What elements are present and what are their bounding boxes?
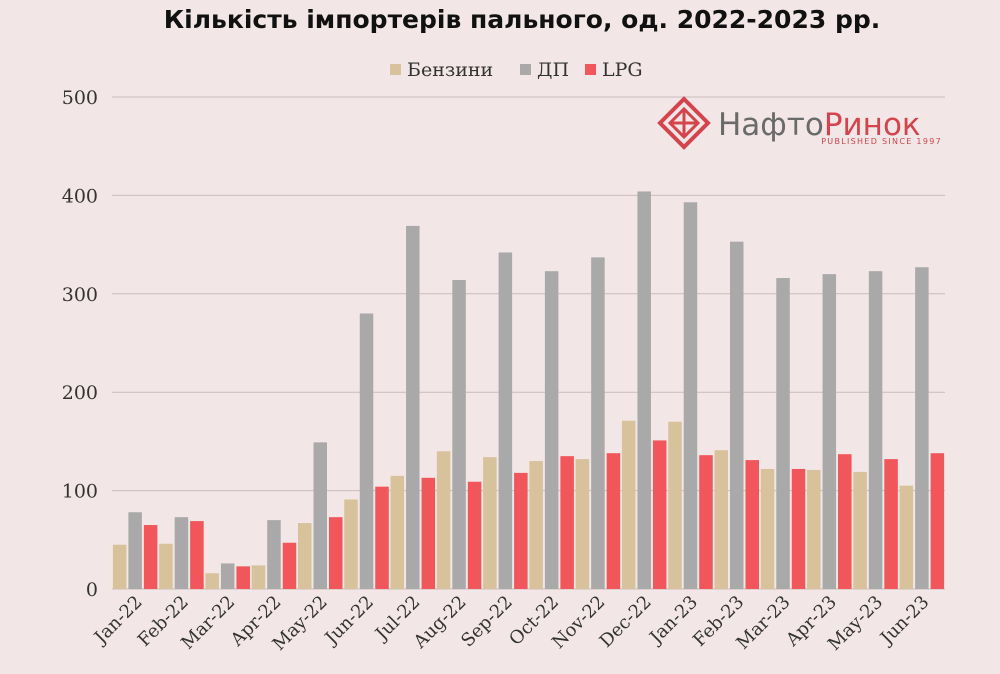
bar-1-0 (128, 512, 142, 589)
bar-2-17 (930, 453, 945, 589)
bar-0-10 (575, 459, 590, 589)
bar-1-7 (452, 280, 466, 589)
legend-swatch-1 (520, 64, 531, 75)
legend-label-0: Бензини (407, 59, 493, 81)
bar-1-13 (730, 241, 744, 589)
bar-2-16 (884, 459, 898, 589)
bar-0-14 (760, 468, 775, 589)
bar-1-8 (498, 252, 513, 590)
y-tick-label: 0 (86, 579, 98, 601)
logo-mark-icon (657, 96, 711, 150)
bar-0-16 (853, 471, 867, 589)
bar-2-9 (560, 456, 574, 589)
bar-1-9 (544, 271, 559, 589)
y-tick-label: 100 (62, 481, 98, 503)
y-tick-label: 200 (62, 382, 98, 404)
bars (112, 191, 945, 590)
legend-swatch-2 (585, 64, 596, 75)
bar-1-10 (591, 257, 605, 589)
bar-2-8 (514, 472, 528, 589)
bar-0-1 (159, 543, 173, 589)
x-tick-label: Jun-22 (320, 592, 378, 650)
bar-2-15 (838, 454, 852, 589)
bar-1-16 (868, 271, 883, 589)
bar-1-4 (313, 442, 327, 589)
bar-0-15 (807, 469, 821, 589)
logo-name-part1: Нафто (718, 107, 824, 143)
bar-2-13 (745, 460, 759, 589)
x-tick-label: Jun-23 (875, 592, 933, 650)
bar-0-6 (390, 475, 405, 589)
bar-1-2 (220, 563, 235, 589)
bar-1-11 (637, 191, 651, 590)
bar-2-5 (375, 486, 389, 589)
bar-0-0 (112, 544, 127, 589)
bar-2-4 (329, 517, 343, 589)
x-tick-label: Dec-22 (596, 592, 656, 652)
bar-2-6 (421, 477, 436, 589)
bar-0-5 (344, 499, 358, 589)
bar-1-3 (267, 520, 281, 589)
bar-0-3 (251, 565, 266, 589)
bar-2-0 (143, 525, 158, 589)
legend-label-2: LPG (602, 59, 643, 81)
x-tick-label: Sep-22 (457, 592, 517, 652)
legend-label-1: ДП (537, 59, 569, 81)
bar-1-17 (915, 267, 929, 589)
y-tick-label: 500 (62, 87, 98, 109)
bar-2-3 (282, 542, 297, 589)
bar-1-14 (776, 278, 790, 589)
bar-2-11 (652, 440, 667, 589)
bar-0-13 (714, 450, 728, 589)
bar-0-17 (899, 485, 914, 589)
bar-2-1 (190, 521, 204, 589)
logo-name-part2: Ринок (824, 107, 921, 143)
bar-2-14 (791, 468, 806, 589)
legend-swatch-0 (390, 64, 401, 75)
nafto-rynok-logo: НафтоРинок PUBLISHED SINCE 1997 (657, 96, 942, 150)
y-tick-label: 300 (62, 284, 98, 306)
bar-1-5 (359, 313, 374, 589)
bar-0-12 (668, 421, 682, 589)
bar-0-2 (205, 573, 219, 589)
bar-1-1 (174, 517, 189, 589)
y-tick-label: 400 (62, 185, 98, 207)
bar-1-6 (406, 225, 420, 590)
bar-0-11 (621, 420, 636, 589)
bar-1-15 (822, 274, 837, 589)
chart-title: Кількість імпортерів пального, од. 2022-… (164, 5, 881, 34)
bar-0-4 (298, 523, 312, 589)
logo-tagline: PUBLISHED SINCE 1997 (821, 137, 942, 146)
bar-0-9 (529, 461, 543, 589)
legend: Бензини ДП LPG (390, 59, 643, 81)
bar-2-12 (699, 455, 713, 589)
bar-1-12 (683, 202, 698, 589)
y-axis: 0 100 200 300 400 500 (62, 87, 98, 601)
bar-2-2 (236, 566, 250, 589)
bar-0-7 (436, 451, 451, 589)
logo-wordmark: НафтоРинок (718, 107, 921, 143)
gridlines (112, 96, 945, 590)
bar-2-10 (606, 453, 621, 589)
bar-0-8 (483, 457, 497, 589)
x-axis: Jan-22Feb-22Mar-22Apr-22May-22Jun-22Jul-… (89, 592, 933, 655)
bar-2-7 (467, 481, 482, 589)
